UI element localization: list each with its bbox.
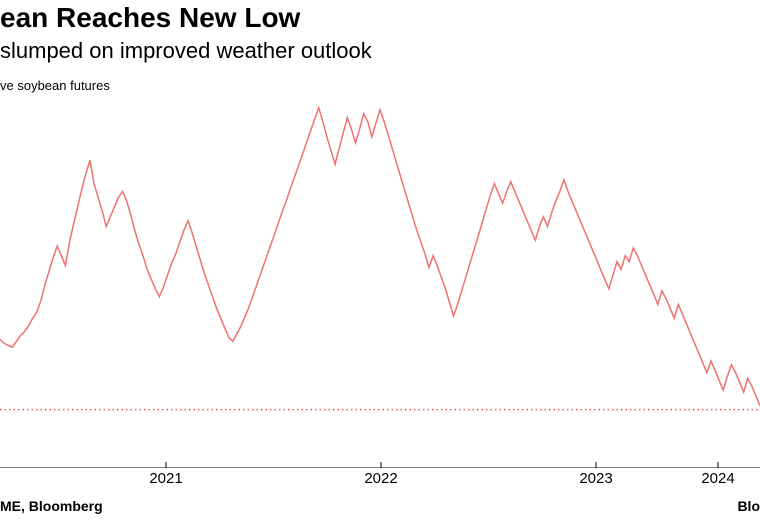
x-tick-label: 2021 xyxy=(149,470,182,487)
chart-plot-area xyxy=(0,98,760,468)
x-tick-label: 2022 xyxy=(364,470,397,487)
chart-subtitle: slumped on improved weather outlook xyxy=(0,38,372,64)
chart-title: ean Reaches New Low xyxy=(0,2,300,34)
brand-credit: Blo xyxy=(737,498,760,514)
price-series-line xyxy=(0,108,760,406)
legend-label: ve soybean futures xyxy=(0,78,110,93)
x-tick-label: 2024 xyxy=(701,470,734,487)
x-axis-labels: 2021 2022 2023 2024 xyxy=(0,470,760,490)
x-tick-label: 2023 xyxy=(579,470,612,487)
x-axis-ticks xyxy=(166,462,718,468)
data-source: ME, Bloomberg xyxy=(0,498,103,514)
